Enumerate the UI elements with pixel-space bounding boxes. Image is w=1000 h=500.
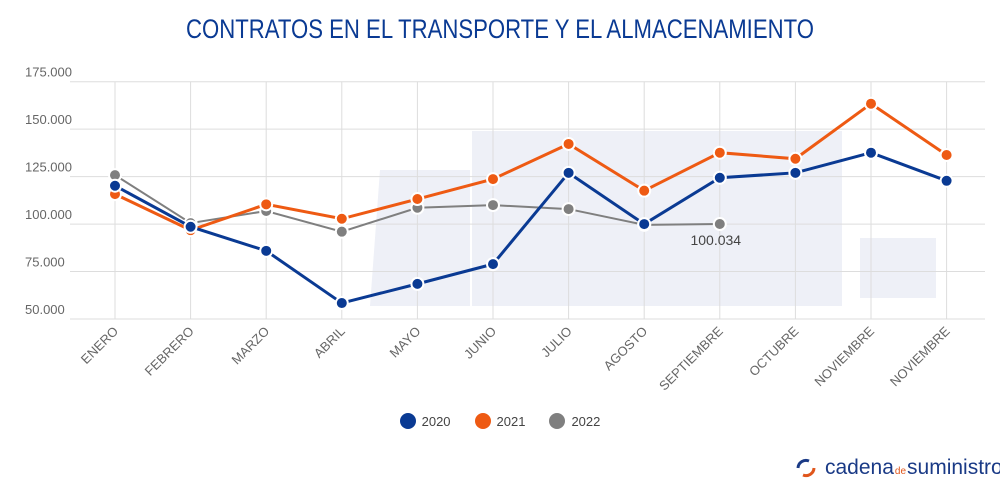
data-point-2021[interactable]: [939, 147, 954, 162]
data-label: 100.034: [690, 232, 741, 248]
data-point-2020[interactable]: [486, 257, 500, 272]
data-point-2020[interactable]: [561, 165, 576, 180]
y-tick-label: 50.000: [25, 302, 65, 317]
data-point-2020[interactable]: [788, 165, 803, 180]
data-point-2020[interactable]: [108, 178, 122, 193]
x-tick-label: SEPTIEMBRE: [656, 323, 726, 393]
x-tick-label: NOVIEMBRE: [887, 323, 953, 389]
brand-logo: cadena de suministro: [795, 456, 1000, 480]
data-point-2021[interactable]: [864, 96, 878, 111]
series-line-2020: [114, 151, 948, 305]
data-point-2021[interactable]: [410, 192, 425, 207]
data-point-2020[interactable]: [334, 296, 349, 311]
legend-label: 2022: [571, 413, 601, 429]
legend: 2020 2021 2022: [0, 413, 1000, 429]
data-point-2022[interactable]: [334, 224, 349, 239]
x-tick-label: ENERO: [78, 324, 121, 367]
legend-marker-icon: [549, 413, 566, 429]
x-tick-label: MAYO: [387, 324, 424, 361]
x-tick-label: MARZO: [229, 324, 273, 368]
legend-item-2022[interactable]: 2022: [549, 413, 600, 429]
legend-item-2021[interactable]: 2021: [474, 413, 526, 429]
data-point-2021[interactable]: [561, 136, 576, 151]
data-point-2021[interactable]: [712, 145, 727, 160]
x-tick-label: JULIO: [538, 324, 575, 361]
data-point-2022[interactable]: [486, 198, 500, 213]
legend-marker-icon: [474, 413, 491, 429]
logo-arrows-icon: [796, 458, 816, 478]
x-tick-label: JUNIO: [461, 324, 499, 362]
data-point-2021[interactable]: [334, 211, 349, 226]
y-tick-label: 175.000: [25, 65, 72, 80]
x-tick-label: ABRIL: [311, 324, 348, 361]
data-point-2021[interactable]: [486, 172, 500, 187]
data-point-2020[interactable]: [939, 173, 954, 188]
data-point-2022[interactable]: [561, 202, 576, 217]
data-point-2020[interactable]: [864, 145, 878, 160]
data-point-2022[interactable]: [712, 217, 727, 232]
data-point-2021[interactable]: [637, 183, 652, 198]
brand-part1: cadena: [825, 456, 894, 479]
y-tick-label: 125.000: [25, 160, 72, 175]
data-point-2020[interactable]: [712, 170, 727, 185]
x-tick-label: AGOSTO: [601, 324, 651, 374]
y-tick-label: 150.000: [25, 112, 72, 127]
data-point-2020[interactable]: [259, 243, 274, 258]
chart-title: CONTRATOS EN EL TRANSPORTE Y EL ALMACENA…: [186, 14, 814, 44]
legend-label: 2021: [496, 413, 526, 429]
series-line-2021: [114, 101, 948, 232]
x-tick-label: NOVIEMBRE: [811, 323, 877, 389]
data-point-2020[interactable]: [637, 217, 652, 232]
x-tick-label: FEBRERO: [142, 324, 197, 379]
data-point-2020[interactable]: [183, 219, 198, 234]
data-point-2020[interactable]: [410, 276, 425, 291]
brand-part3: suministro: [907, 456, 1000, 479]
y-tick-label: 100.000: [25, 207, 72, 222]
data-point-2021[interactable]: [259, 197, 274, 212]
legend-marker-icon: [399, 413, 416, 429]
y-tick-label: 75.000: [25, 255, 65, 270]
legend-item-2020[interactable]: 2020: [399, 413, 451, 429]
legend-label: 2020: [421, 413, 451, 429]
brand-part2: de: [894, 466, 907, 477]
data-point-2021[interactable]: [788, 151, 803, 166]
x-tick-label: OCTUBRE: [746, 323, 802, 379]
